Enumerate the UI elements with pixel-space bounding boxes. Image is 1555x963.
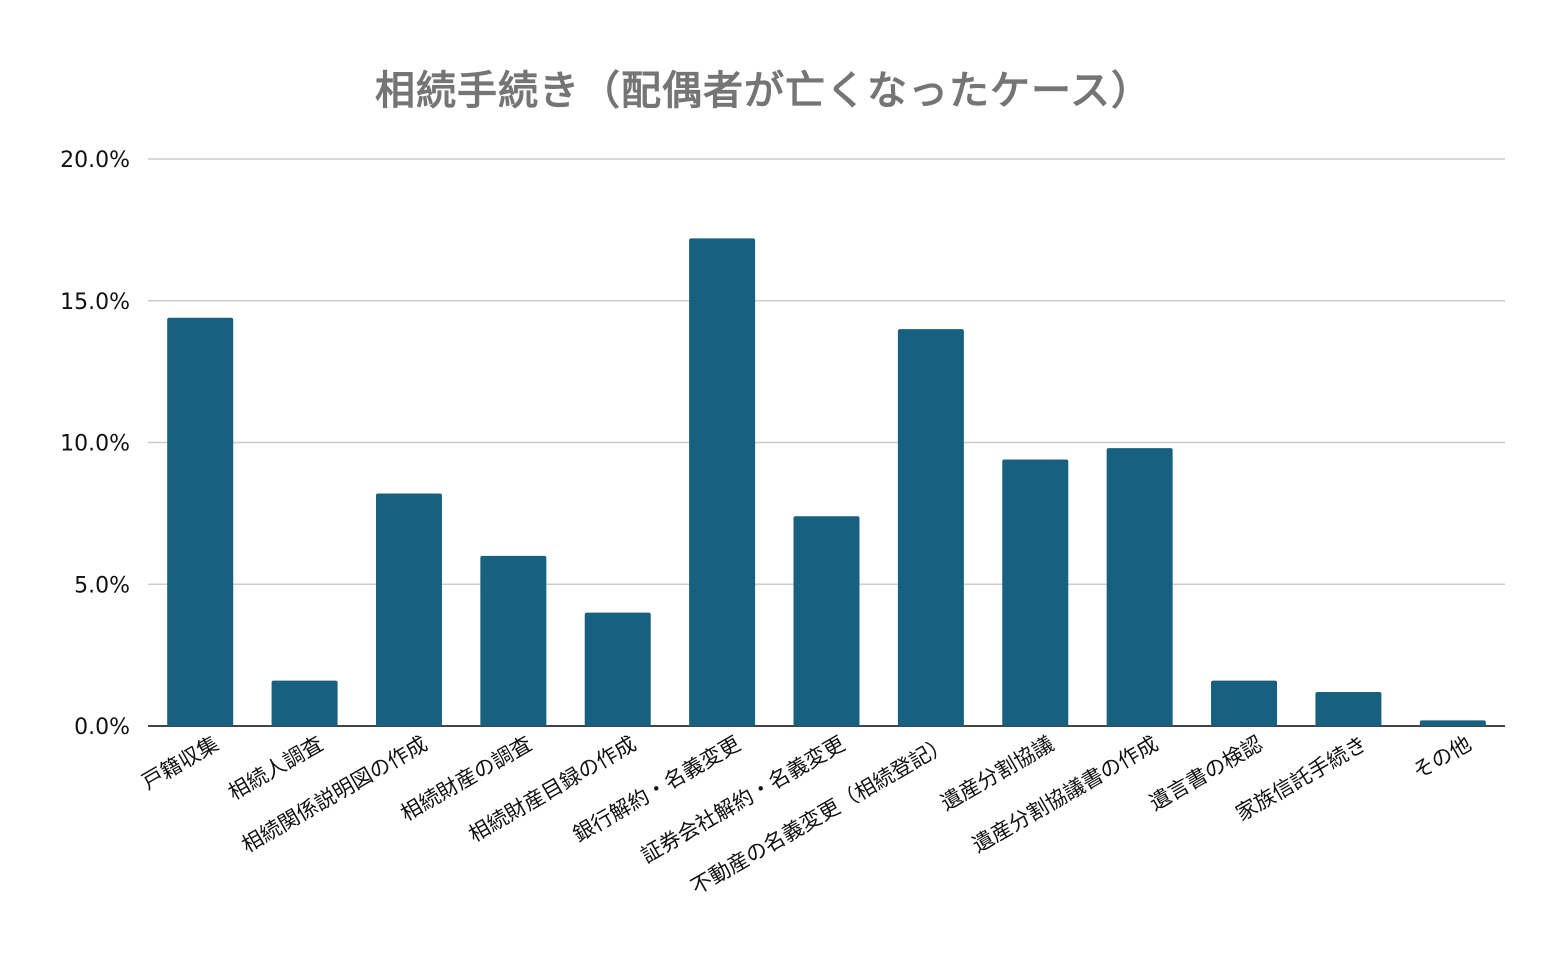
y-tick-label: 15.0%: [60, 290, 130, 315]
bar: [1002, 459, 1069, 726]
bar: [480, 555, 547, 726]
bar: [1419, 720, 1486, 726]
y-tick-label: 0.0%: [74, 715, 130, 740]
bar: [375, 493, 442, 726]
bar: [167, 317, 234, 726]
y-tick-label: 10.0%: [60, 432, 130, 457]
y-tick-label: 5.0%: [74, 573, 130, 598]
x-category-label: 相続関係説明図の作成: [238, 732, 432, 858]
bar: [584, 612, 651, 726]
y-tick-label: 20.0%: [60, 148, 130, 173]
x-category-label: 戸籍収集: [138, 732, 223, 795]
bar: [793, 516, 860, 726]
bar: [1106, 448, 1173, 726]
x-category-label: 遺産分割協議書の作成: [968, 732, 1162, 858]
bar: [1211, 680, 1278, 726]
x-category-label: その他: [1409, 732, 1476, 784]
bar: [897, 329, 964, 726]
bar: [1315, 691, 1382, 726]
bar: [271, 680, 338, 726]
x-category-label: 相続財産目録の作成: [465, 732, 641, 847]
bar: [689, 238, 756, 726]
chart-title: 相続手続き（配偶者が亡くなったケース）: [375, 68, 1152, 114]
x-category-label: 銀行解約・名義変更: [569, 732, 745, 847]
